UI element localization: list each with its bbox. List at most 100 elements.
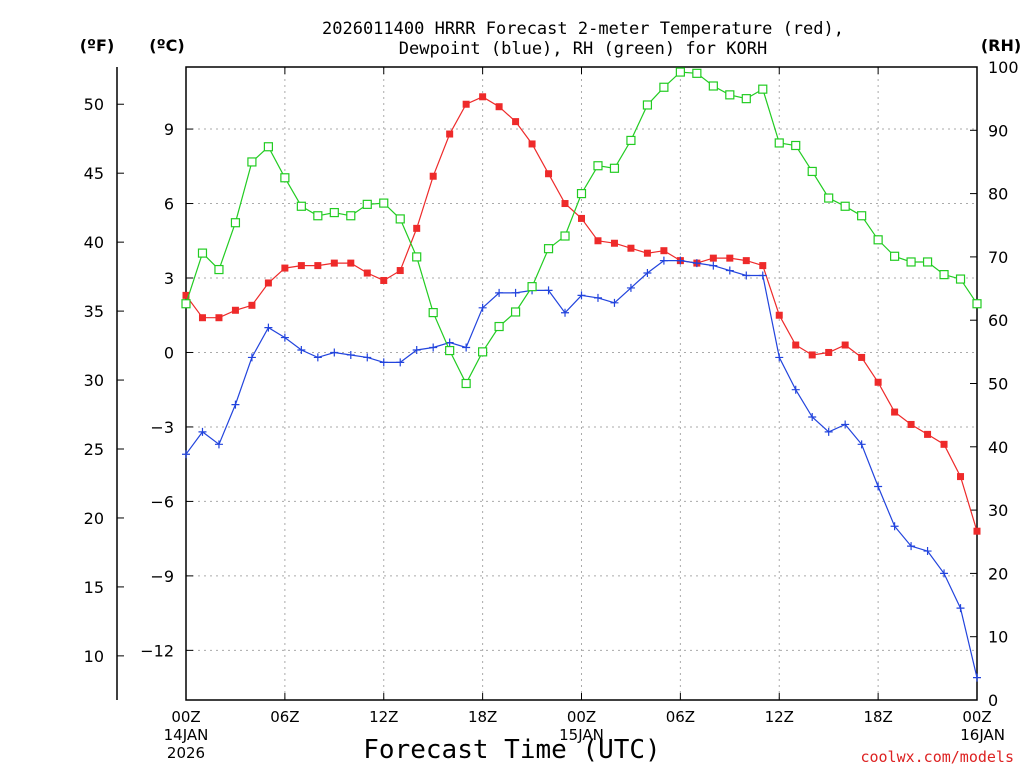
dewpoint-point <box>791 385 800 394</box>
dewpoint-point <box>742 271 751 280</box>
chart-title-line-2: Dewpoint (blue), RH (green) for KORH <box>399 39 767 59</box>
rh-point <box>642 100 653 110</box>
rh-point <box>461 378 471 389</box>
temperature-point <box>759 262 767 270</box>
dewpoint-point <box>973 673 981 682</box>
x-tick-date-label: 16JAN <box>960 726 1005 744</box>
temperature-point <box>957 473 965 481</box>
rh-point <box>478 347 488 357</box>
rh-point <box>791 140 801 151</box>
dewpoint-point <box>643 269 652 278</box>
fahrenheit-tick-label: 15 <box>84 578 104 597</box>
temperature-point <box>380 276 388 284</box>
x-tick-label: 00Z <box>567 708 596 726</box>
dewpoint-point <box>841 420 850 429</box>
rh-point <box>741 94 751 104</box>
rh-point <box>494 321 504 332</box>
temperature-point <box>281 264 289 272</box>
celsius-tick-label: −3 <box>150 418 174 437</box>
rh-tick-label: 50 <box>988 375 1008 394</box>
dewpoint-point <box>313 353 322 362</box>
rh-point <box>527 282 537 292</box>
fahrenheit-tick-label: 45 <box>84 164 104 183</box>
dewpoint-point <box>330 348 339 357</box>
temperature-point <box>874 378 882 386</box>
rh-point <box>247 157 257 167</box>
temperature-point <box>610 239 618 247</box>
temperature-point <box>462 100 470 108</box>
temperature-point <box>924 430 932 438</box>
rh-tick-label: 20 <box>988 564 1008 583</box>
temperature-point <box>528 140 536 148</box>
dewpoint-point <box>396 358 405 367</box>
fahrenheit-tick-label: 25 <box>84 440 104 459</box>
rh-tick-label: 80 <box>988 185 1008 204</box>
temperature-point <box>940 440 948 448</box>
temperature-point <box>330 259 338 267</box>
x-tick-label: 00Z <box>962 708 991 726</box>
rh-point <box>840 201 850 211</box>
rh-point <box>824 193 834 203</box>
temperature-point <box>363 269 371 277</box>
dewpoint-point <box>297 345 306 354</box>
rh-point <box>313 211 323 221</box>
dewpoint-point <box>709 261 718 270</box>
rh-point <box>428 308 438 318</box>
temperature-point <box>198 314 206 322</box>
temperature-point <box>495 103 503 111</box>
rh-point <box>955 274 966 284</box>
celsius-tick-label: 6 <box>164 195 174 214</box>
celsius-tick-label: 9 <box>164 120 174 139</box>
temperature-point <box>215 314 223 322</box>
rh-point <box>329 207 339 218</box>
temperature-point <box>841 341 849 349</box>
dewpoint-point <box>280 333 289 342</box>
fahrenheit-tick-label: 10 <box>84 647 104 666</box>
credit-text: coolwx.com/models <box>860 748 1014 766</box>
rh-axis-label: (RH) <box>981 36 1021 55</box>
rh-point <box>543 244 554 254</box>
rh-point <box>659 82 669 92</box>
rh-point <box>675 67 685 77</box>
series-relative-humidity <box>181 67 982 389</box>
rh-point <box>972 299 982 309</box>
dewpoint-point <box>247 353 256 362</box>
x-tick-date-label: 14JAN <box>164 726 209 744</box>
dewpoint-point <box>577 291 586 300</box>
x-tick-label: 18Z <box>468 708 497 726</box>
dewpoint-point <box>940 569 949 578</box>
temperature-point <box>396 267 404 275</box>
rh-point <box>560 231 570 241</box>
dewpoint-point <box>692 259 701 268</box>
temperature-point <box>231 306 239 314</box>
temperature-point <box>775 311 783 319</box>
rh-point <box>412 252 422 262</box>
rh-point <box>725 90 735 100</box>
temperature-point <box>742 257 750 265</box>
rh-point <box>807 166 817 177</box>
chart-title-line-1: 2026011400 HRRR Forecast 2-meter Tempera… <box>322 19 844 39</box>
celsius-tick-label: 3 <box>164 269 174 288</box>
rh-point <box>626 135 636 146</box>
rh-point <box>379 198 389 208</box>
temperature-point <box>512 118 520 126</box>
dewpoint-point <box>561 308 570 317</box>
rh-tick-label: 0 <box>988 691 998 710</box>
dewpoint-point <box>478 303 487 312</box>
x-tick-date-label: 15JAN <box>559 726 604 744</box>
dewpoint-point <box>874 482 883 491</box>
rh-point <box>346 211 356 221</box>
temperature-point <box>808 351 816 359</box>
dewpoint-point <box>775 353 784 362</box>
dewpoint-point <box>544 286 553 295</box>
rh-point <box>230 218 241 228</box>
rh-point <box>593 161 603 171</box>
dewpoint-point <box>429 343 438 352</box>
rh-point <box>939 270 949 280</box>
dewpoint-point <box>659 256 668 265</box>
dewpoint-point <box>182 450 190 459</box>
temperature-point <box>858 353 866 361</box>
dewpoint-point <box>890 522 899 531</box>
